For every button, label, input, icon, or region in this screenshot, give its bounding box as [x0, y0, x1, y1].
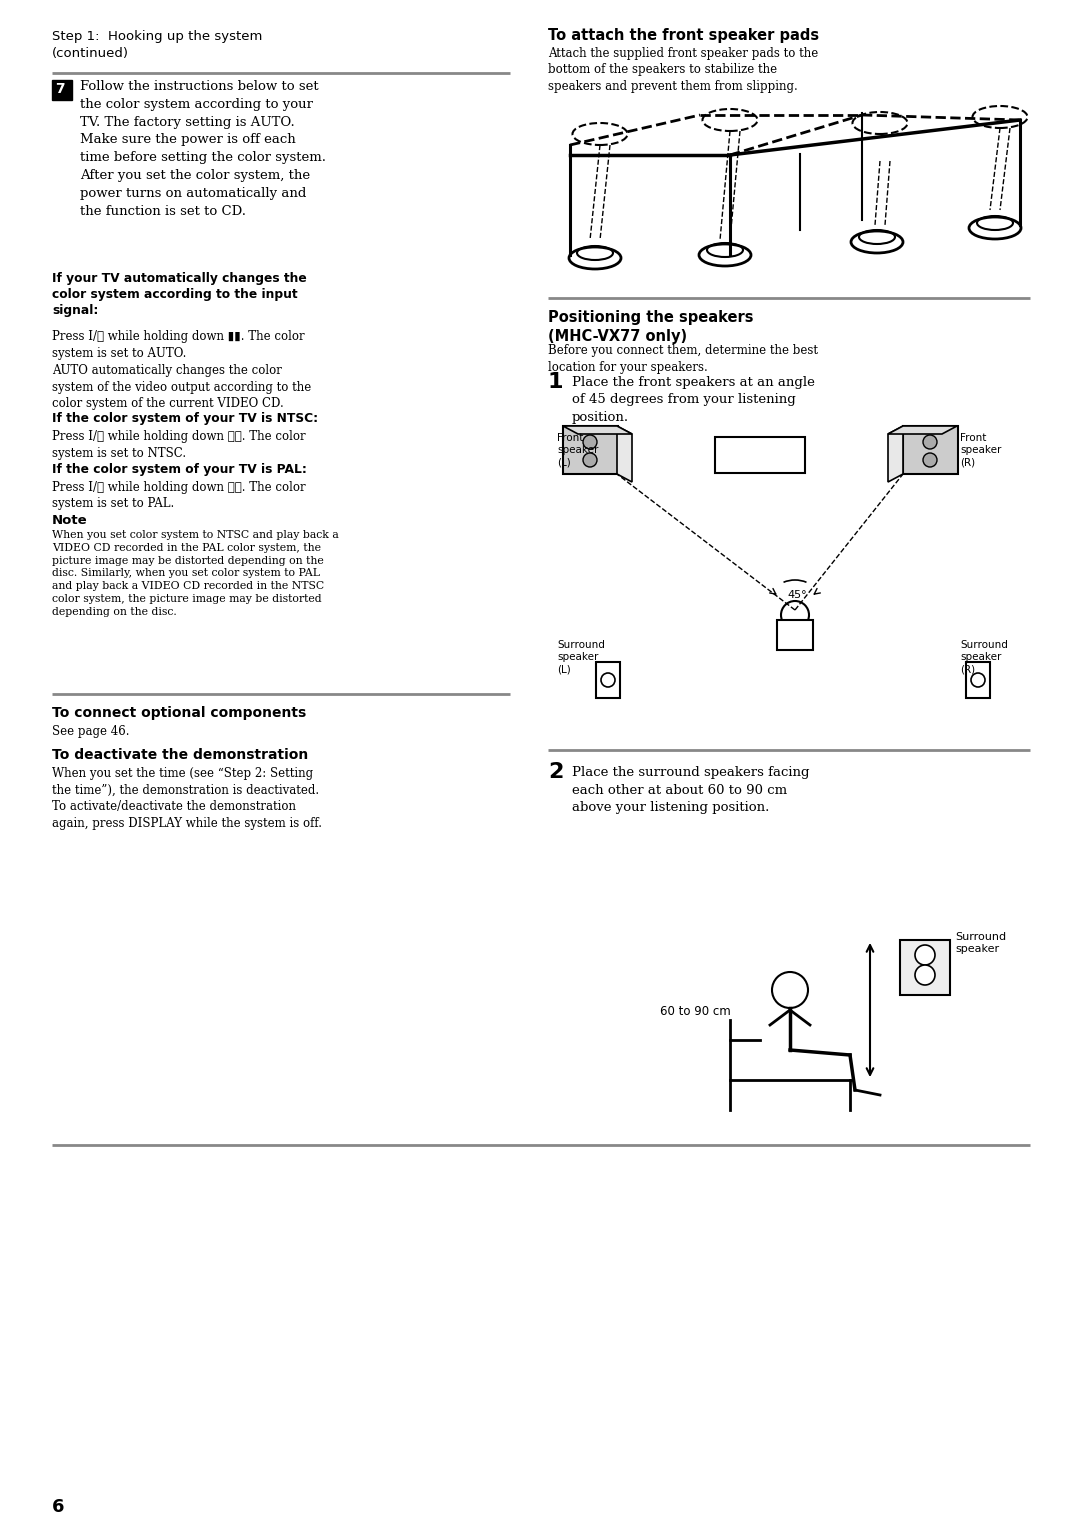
Circle shape [971, 673, 985, 687]
Text: Surround
speaker
(R): Surround speaker (R) [960, 641, 1008, 674]
Circle shape [923, 453, 937, 466]
Polygon shape [888, 427, 957, 434]
Text: Before you connect them, determine the best
location for your speakers.: Before you connect them, determine the b… [548, 344, 818, 373]
Text: Press I/⏻ while holding down ▮▮. The color
system is set to AUTO.: Press I/⏻ while holding down ▮▮. The col… [52, 330, 305, 359]
Text: Place the front speakers at an angle
of 45 degrees from your listening
position.: Place the front speakers at an angle of … [572, 376, 815, 424]
Circle shape [923, 434, 937, 450]
Text: See page 46.: See page 46. [52, 725, 130, 739]
Text: To deactivate the demonstration: To deactivate the demonstration [52, 748, 308, 761]
Circle shape [583, 434, 597, 450]
Text: Attach the supplied front speaker pads to the
bottom of the speakers to stabiliz: Attach the supplied front speaker pads t… [548, 47, 819, 93]
Circle shape [915, 945, 935, 965]
Text: To activate/deactivate the demonstration
again, press DISPLAY while the system i: To activate/deactivate the demonstration… [52, 800, 322, 830]
Text: Surround
speaker: Surround speaker [955, 933, 1007, 954]
Bar [52, 80, 72, 99]
Text: 6: 6 [52, 1498, 65, 1515]
Bar [596, 662, 620, 699]
Polygon shape [617, 427, 632, 482]
Bar [903, 427, 958, 474]
Polygon shape [563, 427, 632, 434]
Text: (continued): (continued) [52, 47, 129, 60]
Text: Press I/⏻ while holding down ⏩⏭. The color
system is set to NTSC.: Press I/⏻ while holding down ⏩⏭. The col… [52, 430, 306, 460]
Text: Front
speaker
(L): Front speaker (L) [557, 433, 598, 468]
Text: If your TV automatically changes the
color system according to the input
signal:: If your TV automatically changes the col… [52, 272, 307, 317]
Circle shape [915, 965, 935, 985]
Text: AUTO automatically changes the color
system of the video output according to the: AUTO automatically changes the color sys… [52, 364, 311, 410]
Text: 2: 2 [548, 761, 564, 781]
Text: Note: Note [52, 514, 87, 528]
Text: Step 1:  Hooking up the system: Step 1: Hooking up the system [52, 31, 262, 43]
Circle shape [583, 453, 597, 466]
Text: When you set color system to NTSC and play back a
VIDEO CD recorded in the PAL c: When you set color system to NTSC and pl… [52, 531, 339, 616]
Bar [563, 427, 618, 474]
Text: 60 to 90 cm: 60 to 90 cm [660, 1005, 731, 1018]
Polygon shape [888, 427, 903, 482]
Text: If the color system of your TV is PAL:: If the color system of your TV is PAL: [52, 463, 307, 476]
Text: Surround
speaker
(L): Surround speaker (L) [557, 641, 605, 674]
Text: To attach the front speaker pads: To attach the front speaker pads [548, 28, 819, 43]
Text: Follow the instructions below to set
the color system according to your
TV. The : Follow the instructions below to set the… [80, 80, 326, 217]
Text: (MHC-VX77 only): (MHC-VX77 only) [548, 329, 687, 344]
Bar [966, 662, 990, 699]
Circle shape [781, 601, 809, 628]
Circle shape [772, 972, 808, 1008]
Text: Place the surround speakers facing
each other at about 60 to 90 cm
above your li: Place the surround speakers facing each … [572, 766, 810, 813]
Text: 45°: 45° [787, 590, 807, 599]
Text: Positioning the speakers: Positioning the speakers [548, 310, 754, 326]
Text: To connect optional components: To connect optional components [52, 706, 307, 720]
Text: If the color system of your TV is NTSC:: If the color system of your TV is NTSC: [52, 411, 319, 425]
Circle shape [600, 673, 615, 687]
Text: 1: 1 [548, 372, 564, 391]
Bar [777, 619, 813, 650]
Text: Press I/⏻ while holding down ⏮⏪. The color
system is set to PAL.: Press I/⏻ while holding down ⏮⏪. The col… [52, 482, 306, 511]
Text: 7: 7 [55, 83, 65, 96]
Bar [900, 940, 950, 995]
Text: When you set the time (see “Step 2: Setting
the time”), the demonstration is dea: When you set the time (see “Step 2: Sett… [52, 768, 319, 797]
Bar [715, 437, 805, 472]
Text: Front
speaker
(R): Front speaker (R) [960, 433, 1001, 468]
